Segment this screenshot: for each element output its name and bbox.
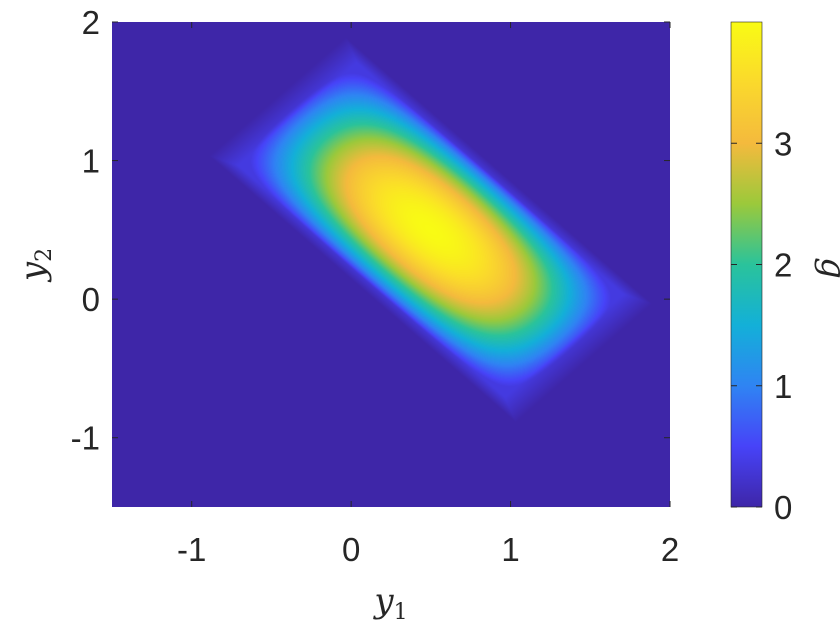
colorbar-tick-label: 3 [774, 125, 792, 162]
x-axis-ticks: -1 0 1 2 [177, 22, 679, 568]
colorbar: 0 1 2 3 g [730, 21, 840, 526]
x-tick-label: 0 [342, 531, 360, 568]
y-tick-label: 2 [82, 4, 100, 41]
y-tick-label: 0 [82, 281, 100, 318]
x-tick-label: 2 [661, 531, 679, 568]
colorbar-tick-label: 2 [774, 247, 792, 284]
x-tick-label: 1 [501, 531, 519, 568]
x-tick-label: -1 [177, 531, 206, 568]
colorbar-tick-label: 1 [774, 368, 792, 405]
plot-area [112, 22, 670, 507]
y-tick-label: -1 [71, 420, 100, 457]
heatmap-image [112, 22, 670, 507]
colorbar-tick-label: 0 [774, 489, 792, 526]
colorbar-label: g [813, 257, 840, 279]
y-tick-label: 1 [82, 143, 100, 180]
y-axis-ticks: -1 0 1 2 [71, 4, 670, 457]
heatmap-field [112, 22, 670, 507]
colorbar-ticks: 0 1 2 3 [731, 125, 792, 526]
y-axis-label: y2 [13, 248, 57, 283]
x-axis-label: y1 [372, 581, 407, 625]
